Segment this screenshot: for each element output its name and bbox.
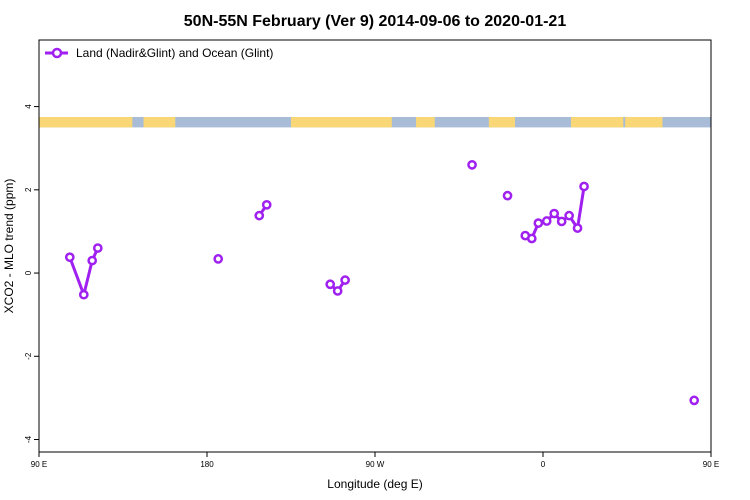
y-axis-label: XCO2 - MLO trend (ppm) xyxy=(2,179,16,314)
land-span xyxy=(571,116,624,128)
data-point xyxy=(556,216,567,227)
x-axis: 90 E 180 90 W 0 90 E xyxy=(31,452,719,469)
data-point xyxy=(541,216,552,226)
data-point xyxy=(87,255,98,266)
y-axis: -4 -2 0 2 4 xyxy=(24,104,39,443)
data-point xyxy=(572,223,583,233)
plot-frame xyxy=(38,39,712,453)
data-point xyxy=(92,243,103,253)
data-point xyxy=(689,395,700,406)
data-point xyxy=(526,233,537,244)
data-point xyxy=(78,289,89,300)
chart-title: 50N-55N February (Ver 9) 2014-09-06 to 2… xyxy=(184,13,567,30)
data-point xyxy=(332,286,343,296)
data-point xyxy=(549,208,560,219)
data-point xyxy=(736,254,743,261)
land-span xyxy=(291,116,392,128)
land-span xyxy=(416,116,435,128)
x-tick-label: 0 xyxy=(541,460,546,469)
data-point xyxy=(261,199,272,210)
x-axis-label: Longitude (deg E) xyxy=(327,477,422,491)
series-line xyxy=(68,246,100,297)
data-point xyxy=(467,159,477,170)
data-point xyxy=(64,252,75,263)
y-tick-label: 0 xyxy=(24,270,33,275)
land-span xyxy=(488,116,515,128)
y-tick-label: 2 xyxy=(24,187,33,192)
series-layer xyxy=(64,159,750,406)
y-tick-label: 4 xyxy=(24,104,33,109)
data-point xyxy=(254,210,265,221)
legend-marker xyxy=(51,47,63,59)
data-point xyxy=(340,275,350,285)
x-tick-label: 90 E xyxy=(31,460,47,469)
land-span xyxy=(39,116,133,128)
y-tick-label: -2 xyxy=(24,352,33,360)
land-span xyxy=(143,116,176,128)
x-tick-label: 90 E xyxy=(703,460,719,469)
land-span xyxy=(625,116,663,128)
x-tick-label: 90 W xyxy=(366,460,385,469)
y-tick-label: -4 xyxy=(24,435,33,443)
data-point xyxy=(579,181,589,192)
x-tick-label: 180 xyxy=(200,460,214,469)
data-point xyxy=(564,210,574,221)
data-point xyxy=(502,190,513,201)
data-point xyxy=(533,218,544,228)
data-point xyxy=(325,279,336,290)
legend-label: Land (Nadir&Glint) and Ocean (Glint) xyxy=(76,46,273,60)
data-point xyxy=(213,254,224,264)
series-line xyxy=(740,248,750,295)
land-ocean-band xyxy=(39,116,711,128)
legend: Land (Nadir&Glint) and Ocean (Glint) xyxy=(45,46,273,60)
